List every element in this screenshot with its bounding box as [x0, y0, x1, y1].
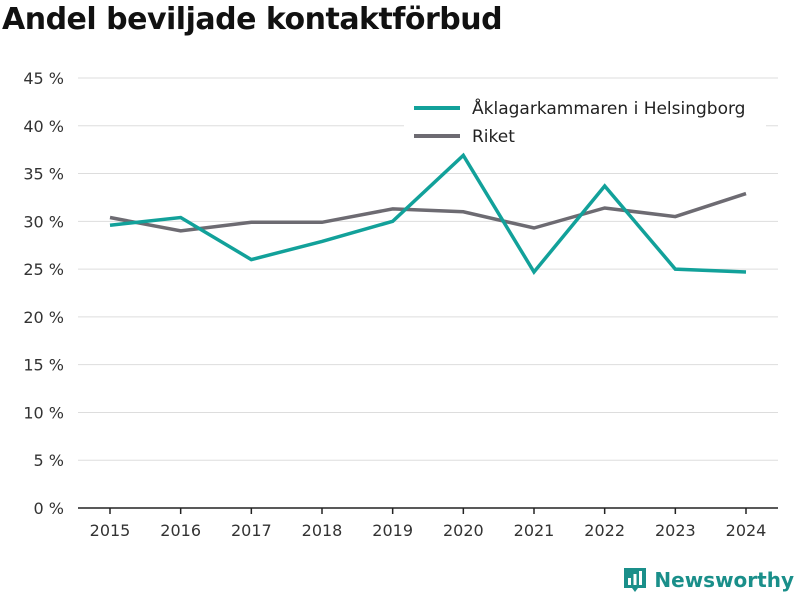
y-tick-label: 40 % — [23, 117, 64, 136]
x-tick-label: 2021 — [514, 521, 555, 540]
y-tick-label: 45 % — [23, 69, 64, 88]
legend-box — [404, 92, 766, 152]
y-tick-label: 35 % — [23, 165, 64, 184]
y-axis: 0 % 5 % 10 % 15 % 20 % 25 % 30 % 35 % 40 % 45 % — [23, 69, 64, 518]
brand-name: Newsworthy — [654, 568, 794, 592]
x-tick-label: 2018 — [302, 521, 343, 540]
chart-title: Andel beviljade kontaktförbud — [2, 2, 503, 37]
legend-label: Riket — [472, 127, 515, 147]
legend: Åklagarkammaren i Helsingborg Riket — [404, 92, 766, 152]
y-tick-label: 0 % — [34, 499, 64, 518]
series-line — [109, 152, 747, 276]
bar-chart-logo-icon — [624, 568, 647, 592]
series-lines — [109, 152, 747, 276]
x-tick-label: 2022 — [584, 521, 625, 540]
grid-lines — [78, 77, 778, 461]
x-tick-label: 2016 — [160, 521, 201, 540]
brand-logo: Newsworthy — [622, 566, 794, 594]
y-tick-label: 15 % — [23, 356, 64, 375]
y-tick-label: 10 % — [23, 403, 64, 422]
legend-label: Åklagarkammaren i Helsingborg — [472, 97, 745, 119]
y-tick-label: 25 % — [23, 260, 64, 279]
y-tick-label: 20 % — [23, 308, 64, 327]
x-axis: 2015 2016 2017 2018 2019 2020 2021 2022 2023 2024 — [78, 507, 778, 540]
x-tick-label: 2017 — [231, 521, 272, 540]
x-tick-label: 2019 — [372, 521, 413, 540]
series-line — [109, 191, 747, 233]
y-tick-label: 30 % — [23, 212, 64, 231]
x-tick-label: 2023 — [655, 521, 696, 540]
x-tick-label: 2024 — [726, 521, 767, 540]
y-tick-label: 5 % — [34, 451, 64, 470]
x-tick-label: 2020 — [443, 521, 484, 540]
x-tick-label: 2015 — [90, 521, 131, 540]
